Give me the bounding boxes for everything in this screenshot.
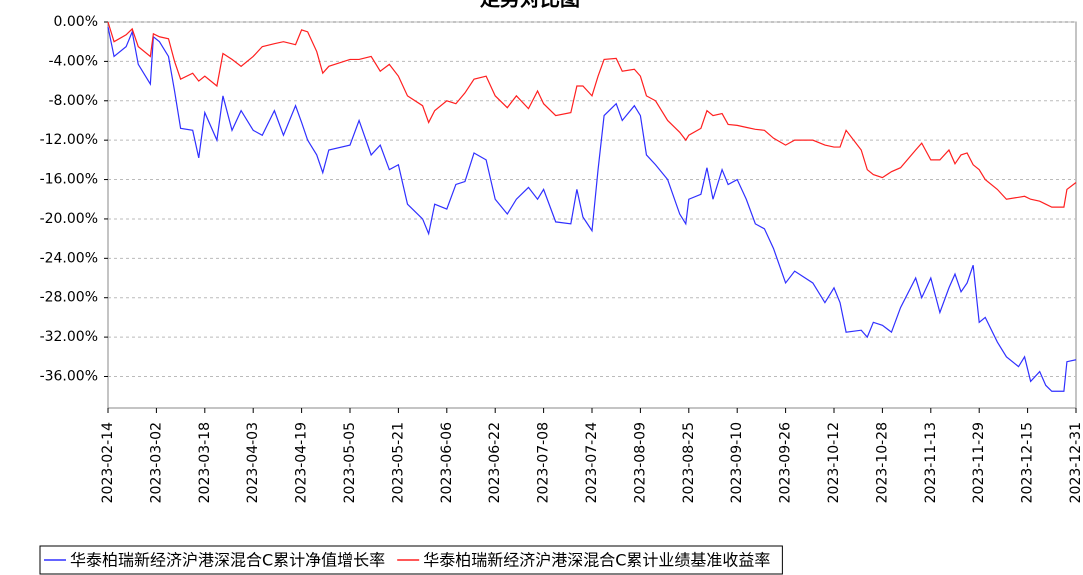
x-tick-label: 2023-09-10 (729, 422, 745, 503)
y-tick-label: -16.00% (40, 172, 98, 188)
x-tick-label: 2023-05-21 (390, 422, 406, 503)
x-tick-label: 2023-08-09 (632, 422, 648, 503)
y-tick-label: -24.00% (40, 250, 98, 266)
x-tick-label: 2023-12-31 (1068, 422, 1083, 503)
x-tick-label: 2023-04-03 (245, 422, 261, 503)
plot-area (107, 21, 1077, 409)
x-tick-label: 2023-09-26 (778, 422, 794, 503)
x-tick-label: 2023-06-06 (439, 422, 455, 503)
x-tick-label: 2023-05-05 (342, 422, 358, 503)
x-tick-label: 2023-12-15 (1020, 422, 1036, 503)
y-tick-label: 0.00% (54, 14, 98, 30)
y-tick-label: -28.00% (40, 290, 98, 306)
series-line (107, 21, 1077, 208)
x-tick-label: 2023-07-24 (584, 422, 600, 503)
x-tick-label: 2023-06-22 (487, 422, 503, 503)
y-tick-label: -20.00% (40, 211, 98, 227)
x-tick-label: 2023-04-19 (294, 422, 310, 503)
series-line (107, 26, 1077, 392)
x-tick-label: 2023-08-25 (681, 422, 697, 503)
x-tick-label: 2023-11-29 (971, 422, 987, 503)
x-tick-label: 2023-11-13 (923, 422, 939, 503)
x-tick-label: 2023-03-18 (197, 422, 213, 503)
legend-label: 华泰柏瑞新经济沪港深混合C累计业绩基准收益率 (423, 551, 770, 570)
y-tick-label: -32.00% (40, 329, 98, 345)
legend-label: 华泰柏瑞新经济沪港深混合C累计净值增长率 (70, 551, 385, 570)
chart-title: 走势对比图 (480, 0, 580, 11)
x-tick-label: 2023-02-14 (100, 422, 116, 503)
x-tick-label: 2023-03-02 (148, 422, 164, 503)
x-tick-label: 2023-07-08 (536, 422, 552, 503)
y-tick-label: -12.00% (40, 132, 98, 148)
y-tick-label: -8.00% (48, 93, 98, 109)
y-tick-label: -4.00% (48, 53, 98, 69)
x-tick-label: 2023-10-12 (826, 422, 842, 503)
x-tick-label: 2023-10-28 (874, 422, 890, 503)
y-tick-label: -36.00% (40, 368, 98, 384)
